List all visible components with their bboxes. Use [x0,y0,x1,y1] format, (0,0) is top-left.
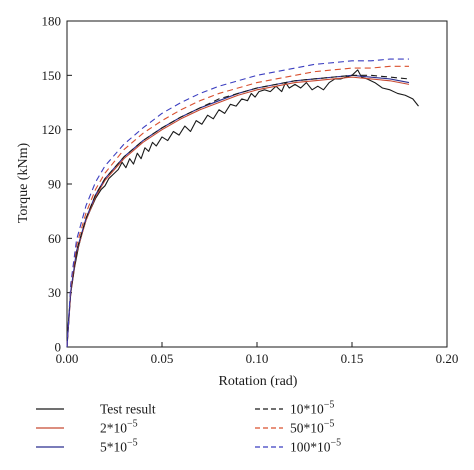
series-line-1 [66,76,410,348]
y-tick-label: 90 [48,177,61,192]
x-axis-label: Rotation (rad) [219,374,298,389]
x-tick-label: 0.00 [56,351,79,366]
x-tick-label: 0.20 [436,351,459,366]
legend-label: 50*10−5 [290,419,334,436]
legend-label-exponent: −5 [324,419,335,430]
y-tick-label: 60 [48,231,61,246]
legend-label-exponent: −5 [127,419,138,430]
legend-label-base: 100*10 [290,440,331,455]
legend-label: 5*10−5 [100,438,138,455]
series-lines [66,58,419,348]
y-tick-label: 120 [42,122,62,137]
x-tick-label: 0.05 [151,351,174,366]
legend-label-base: 2*10 [100,421,127,436]
legend-label-exponent: −5 [331,438,342,449]
legend-label-exponent: −5 [127,438,138,449]
y-tick-label: 150 [42,68,62,83]
x-tick-label: 0.10 [246,351,269,366]
series-line-2 [66,74,410,348]
plot-area [66,20,448,348]
series-line-4 [66,65,409,348]
y-tick-label: 30 [48,285,61,300]
x-axis: 0.00 0.05 0.10 0.15 0.20 [56,342,459,366]
legend-label-exponent: −5 [324,400,335,411]
legend-label: 10*10−5 [290,400,334,417]
legend-label-base: 50*10 [290,421,324,436]
legend-label-base: Test result [100,402,156,417]
legend-label: 2*10−5 [100,419,138,436]
y-tick-label: 180 [42,14,62,29]
legend: Test result 10*10−52*10−5 50*10−55*10−5 100… [36,400,341,455]
legend-label: Test result [100,402,156,417]
series-line-0 [66,69,419,348]
legend-label: 100*10−5 [290,438,341,455]
series-line-5 [66,58,409,348]
series-line-3 [66,74,410,348]
y-tick-label: 0 [55,340,62,355]
x-tick-label: 0.15 [341,351,364,366]
legend-label-base: 10*10 [290,402,324,417]
y-axis-label: Torque (kNm) [16,143,31,224]
y-axis: 0 30 60 90 120 150 180 [42,14,72,355]
legend-label-base: 5*10 [100,440,127,455]
plot-frame [66,20,448,348]
